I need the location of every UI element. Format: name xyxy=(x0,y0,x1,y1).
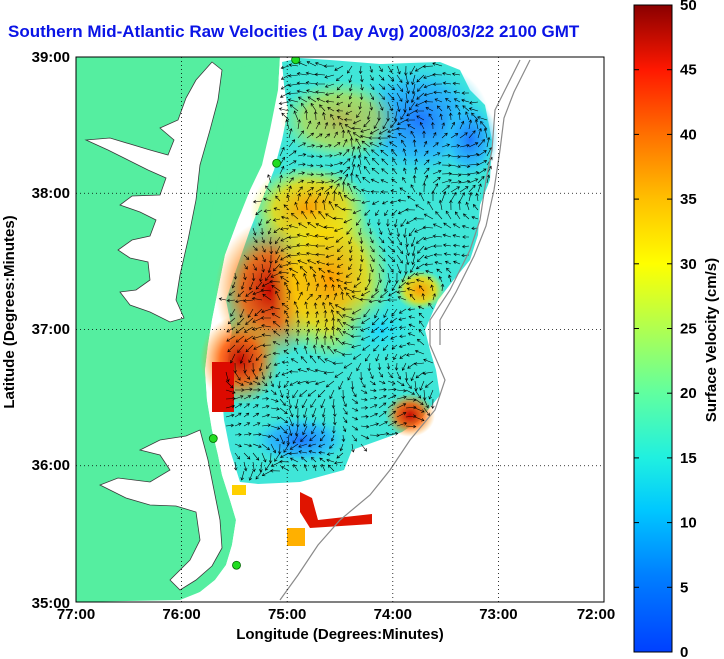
colorbar-tick-label: 40 xyxy=(680,126,697,143)
x-tick-label: 74:00 xyxy=(374,606,412,623)
station-marker xyxy=(291,57,301,65)
colorbar-tick-label: 30 xyxy=(680,256,697,273)
colorbar-tick-label: 5 xyxy=(680,579,688,596)
colorbar-tick-label: 15 xyxy=(680,450,697,467)
x-tick-label: 77:00 xyxy=(57,606,95,623)
colorbar-tick-label: 20 xyxy=(680,385,697,402)
colorbar xyxy=(633,4,673,653)
y-tick-label: 36:00 xyxy=(32,457,70,474)
grid xyxy=(76,57,604,602)
y-tick-label: 38:00 xyxy=(32,185,70,202)
x-axis-label: Longitude (Degrees:Minutes) xyxy=(236,626,444,643)
colorbar-tick-label: 35 xyxy=(680,191,697,208)
colorbar-tick-label: 25 xyxy=(680,321,697,338)
y-tick-label: 39:00 xyxy=(32,49,70,66)
colorbar-label: Surface Velocity (cm/s) xyxy=(703,258,720,422)
x-tick-label: 76:00 xyxy=(162,606,200,623)
map-title: Southern Mid-Atlantic Raw Velocities (1 … xyxy=(8,22,580,41)
colorbar-tick-label: 45 xyxy=(680,62,697,79)
delmarva-peninsula xyxy=(186,62,280,318)
station-marker xyxy=(208,434,218,443)
y-tick-label: 37:00 xyxy=(32,321,70,338)
y-tick-label: 35:00 xyxy=(32,595,70,612)
colorbar-tick-label: 50 xyxy=(680,0,697,14)
axes-frame xyxy=(75,56,605,603)
x-tick-label: 73:00 xyxy=(479,606,517,623)
chesapeake-bay xyxy=(84,61,223,323)
colorbar-tick-label: 0 xyxy=(680,644,688,659)
velocity-vectors xyxy=(218,61,493,481)
station-marker xyxy=(232,560,241,570)
x-tick-label: 72:00 xyxy=(577,606,615,623)
colorbar-tick-label: 10 xyxy=(680,515,697,532)
x-tick-label: 75:00 xyxy=(268,606,306,623)
pamlico-sound xyxy=(99,429,223,591)
y-axis-label: Latitude (Degrees:Minutes) xyxy=(1,215,18,408)
shelf-contour xyxy=(279,59,521,601)
station-markers xyxy=(208,57,301,570)
station-marker xyxy=(272,158,282,168)
